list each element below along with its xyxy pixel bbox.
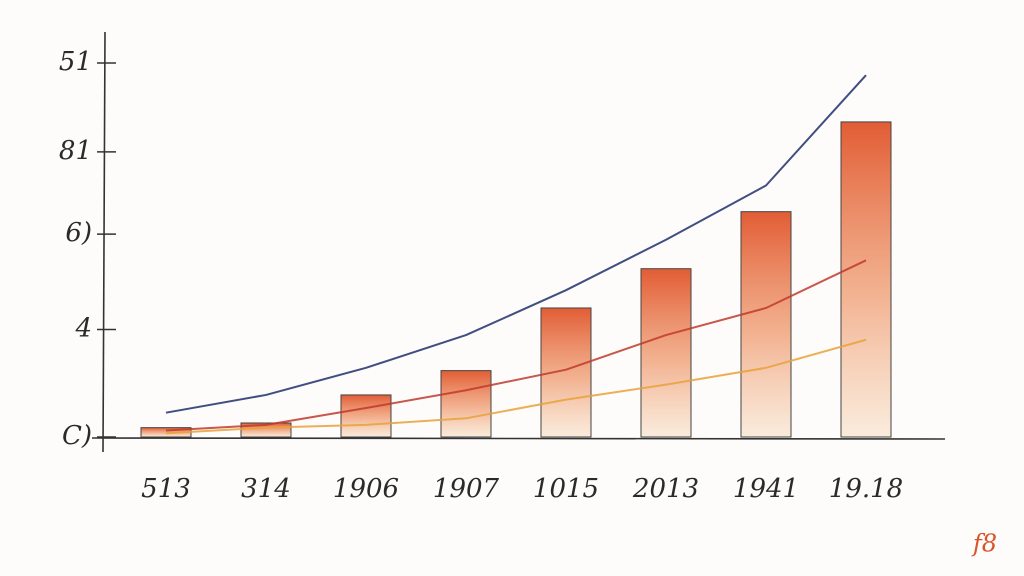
y-tick-label: 4 — [74, 313, 92, 343]
x-tick-label: 1907 — [433, 474, 500, 504]
line-series — [165, 74, 867, 414]
x-tick-label: 1906 — [333, 474, 399, 504]
y-tick-label: 51 — [59, 47, 92, 77]
y-tick-label: C) — [62, 421, 92, 451]
x-tick-label: 513 — [141, 474, 191, 504]
x-tick-label: 314 — [241, 474, 291, 504]
bar — [340, 394, 392, 438]
bar — [640, 268, 692, 438]
line-series — [165, 338, 867, 435]
x-tick-label: 19.18 — [829, 474, 903, 504]
x-tick-label: 2013 — [632, 474, 699, 504]
y-tick-label: 6) — [65, 218, 92, 248]
y-axis — [102, 31, 106, 453]
bar — [740, 211, 792, 438]
y-tick-label: 81 — [59, 136, 92, 166]
bar — [440, 370, 492, 438]
line-series — [165, 259, 867, 432]
signature: f8 — [971, 530, 997, 558]
x-tick-label: 1941 — [733, 474, 799, 504]
x-axis — [91, 437, 946, 440]
bar — [840, 121, 892, 438]
x-tick-label: 1015 — [533, 474, 599, 504]
